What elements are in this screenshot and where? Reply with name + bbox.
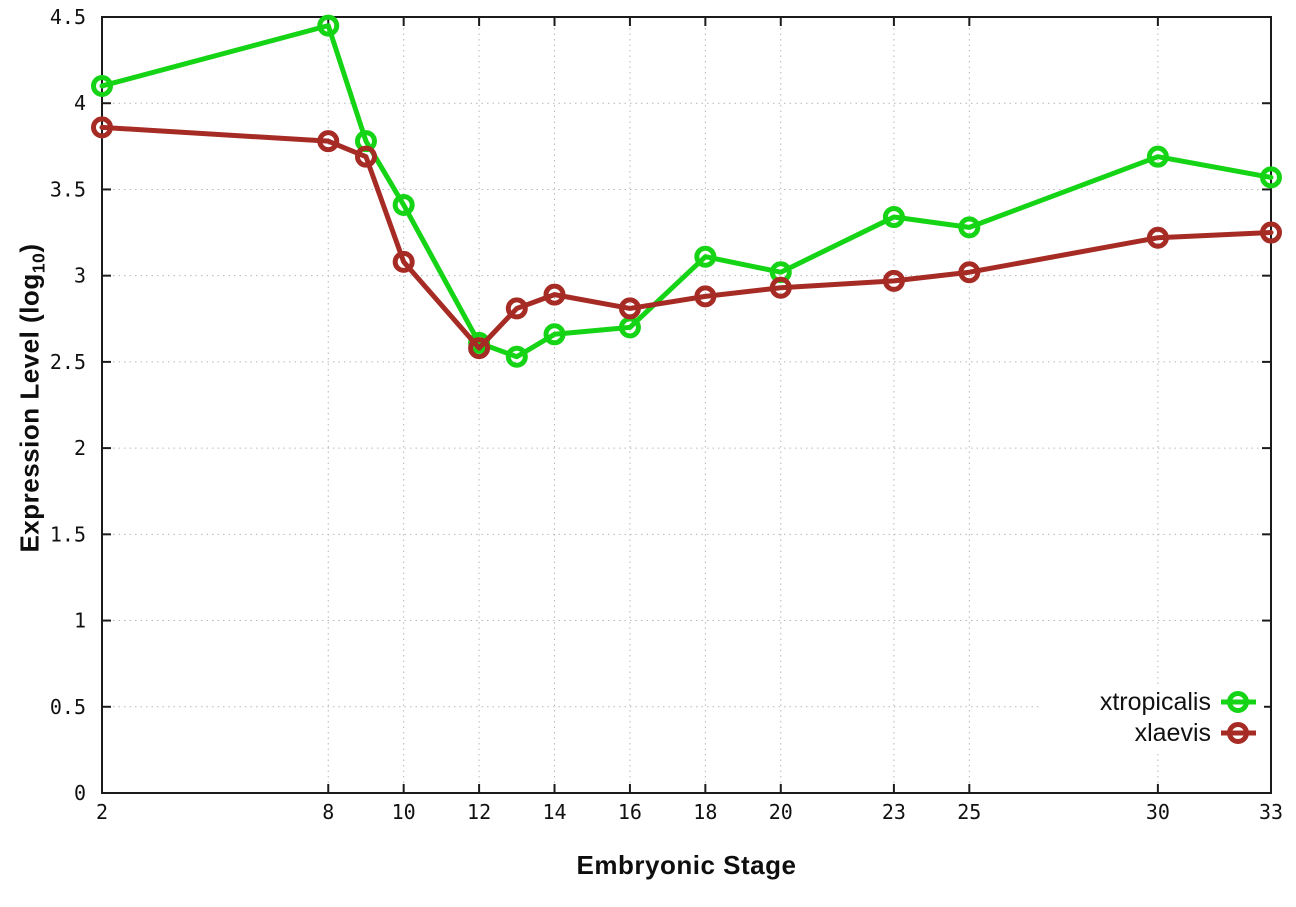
series-line-xlaevis bbox=[99, 124, 1274, 351]
data-point-xlaevis bbox=[882, 269, 905, 292]
data-point-xtropicalis bbox=[505, 345, 528, 368]
x-tick-label: 14 bbox=[542, 800, 566, 824]
y-tick-label: 3 bbox=[74, 264, 86, 288]
x-tick-label: 20 bbox=[769, 800, 793, 824]
x-tick-label: 12 bbox=[467, 800, 491, 824]
y-axis-title-subscript: 10 bbox=[28, 252, 49, 274]
y-axis-title: Expression Level (log10) bbox=[14, 243, 49, 552]
y-tick-label: 1 bbox=[74, 609, 86, 633]
data-point-xlaevis bbox=[1146, 226, 1169, 249]
data-point-xtropicalis bbox=[1146, 145, 1169, 168]
series-line-xtropicalis bbox=[99, 23, 1274, 360]
y-axis-title-suffix: ) bbox=[14, 243, 45, 253]
data-point-xtropicalis bbox=[543, 323, 566, 346]
y-tick-label: 0.5 bbox=[50, 695, 86, 719]
data-point-xtropicalis bbox=[694, 245, 717, 268]
data-point-xlaevis bbox=[505, 297, 528, 320]
y-tick-label: 2.5 bbox=[50, 350, 86, 374]
y-tick-label: 2 bbox=[74, 436, 86, 460]
data-point-xtropicalis bbox=[317, 14, 340, 37]
data-point-xlaevis bbox=[392, 250, 415, 273]
x-tick-label: 10 bbox=[392, 800, 416, 824]
data-point-xlaevis bbox=[769, 276, 792, 299]
legend-label-xtropicalis: xtropicalis bbox=[1100, 688, 1211, 716]
plot-border bbox=[101, 16, 1272, 794]
x-axis-title-text: Embryonic Stage bbox=[576, 850, 797, 880]
y-tick-label: 3.5 bbox=[50, 177, 86, 201]
data-point-xlaevis bbox=[958, 261, 981, 284]
data-point-xlaevis bbox=[91, 116, 113, 139]
legend-marker-xlaevis bbox=[1227, 722, 1249, 744]
x-tick-label: 33 bbox=[1259, 800, 1283, 824]
data-point-xlaevis bbox=[354, 145, 377, 168]
data-point-xlaevis bbox=[694, 285, 717, 308]
y-tick-label: 4 bbox=[74, 91, 86, 115]
data-point-xtropicalis bbox=[91, 74, 113, 97]
data-point-xtropicalis bbox=[1260, 166, 1282, 189]
data-point-xtropicalis bbox=[392, 193, 415, 216]
x-tick-label: 30 bbox=[1146, 800, 1170, 824]
legend-marker-xtropicalis bbox=[1227, 691, 1249, 713]
legend: xtropicalis xlaevis bbox=[1040, 684, 1264, 750]
data-point-xlaevis bbox=[317, 130, 340, 153]
x-tick-label: 16 bbox=[618, 800, 642, 824]
data-point-xlaevis bbox=[468, 337, 491, 360]
y-tick-label: 0 bbox=[74, 781, 86, 805]
x-tick-label: 18 bbox=[693, 800, 717, 824]
data-point-xtropicalis bbox=[958, 216, 981, 239]
data-point-xlaevis bbox=[1260, 221, 1282, 244]
y-tick-label: 4.5 bbox=[50, 5, 86, 29]
data-point-xtropicalis bbox=[882, 206, 905, 229]
y-axis-title-text: Expression Level (log bbox=[14, 273, 45, 553]
legend-label-xlaevis: xlaevis bbox=[1135, 719, 1211, 747]
x-tick-label: 2 bbox=[96, 800, 108, 824]
data-point-xlaevis bbox=[618, 297, 641, 320]
x-tick-label: 8 bbox=[322, 800, 334, 824]
legend-background bbox=[1040, 684, 1264, 750]
x-axis-title: Embryonic Stage bbox=[102, 850, 1271, 881]
x-tick-label: 23 bbox=[882, 800, 906, 824]
y-tick-label: 1.5 bbox=[50, 522, 86, 546]
x-tick-label: 25 bbox=[957, 800, 981, 824]
data-point-xlaevis bbox=[543, 283, 566, 306]
